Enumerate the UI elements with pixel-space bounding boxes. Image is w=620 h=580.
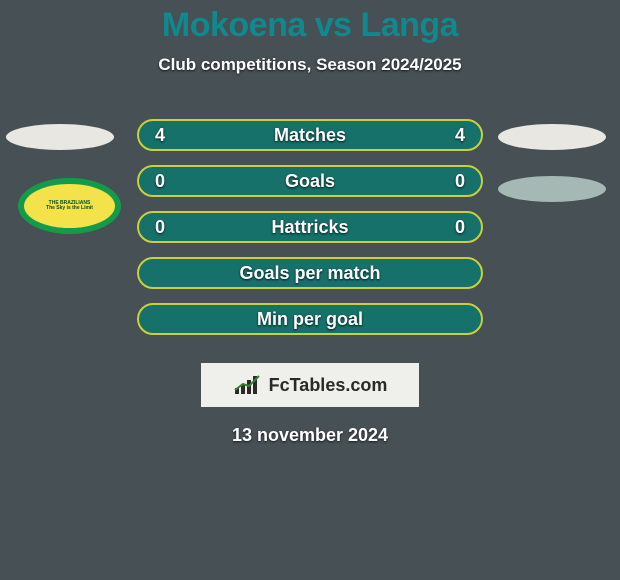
content-root: Mokoena vs Langa Club competitions, Seas…	[0, 0, 620, 580]
stat-label: Goals	[181, 171, 439, 192]
stat-left-value: 4	[139, 125, 181, 146]
club-crest-text-bottom: The Sky is the Limit	[46, 206, 93, 212]
stat-left-value: 0	[139, 217, 181, 238]
stat-row: 0Goals0	[137, 165, 483, 197]
stat-row: 4Matches4	[137, 119, 483, 151]
fctables-label: FcTables.com	[269, 375, 388, 396]
stat-label: Matches	[181, 125, 439, 146]
player-left-badge-top	[6, 124, 114, 150]
page-title: Mokoena vs Langa	[0, 0, 620, 45]
date-label: 13 november 2024	[0, 425, 620, 446]
stat-right-value: 4	[439, 125, 481, 146]
fctables-badge[interactable]: FcTables.com	[201, 363, 419, 407]
stat-right-value: 0	[439, 217, 481, 238]
stat-row: Min per goal	[137, 303, 483, 335]
player-right-badge-mid	[498, 176, 606, 202]
club-crest-left: THE BRAZILIANS The Sky is the Limit	[18, 178, 121, 234]
stat-label: Min per goal	[179, 309, 441, 330]
stat-row: Goals per match	[137, 257, 483, 289]
stat-label: Goals per match	[179, 263, 441, 284]
stat-right-value: 0	[439, 171, 481, 192]
stat-label: Hattricks	[181, 217, 439, 238]
page-subtitle: Club competitions, Season 2024/2025	[0, 55, 620, 75]
player-right-badge-top	[498, 124, 606, 150]
bars-icon	[233, 374, 263, 396]
stat-left-value: 0	[139, 171, 181, 192]
stat-row: 0Hattricks0	[137, 211, 483, 243]
